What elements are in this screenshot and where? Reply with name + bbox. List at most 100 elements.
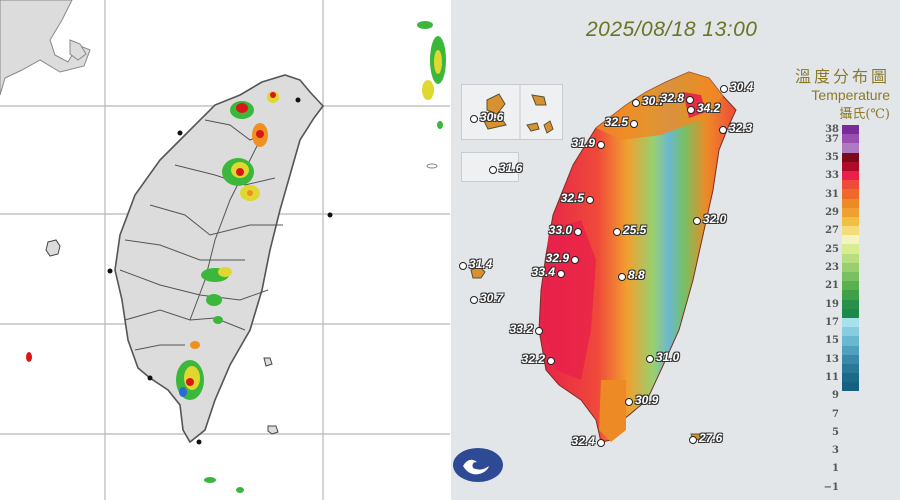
station-dot-icon <box>719 126 727 134</box>
legend-tick: 17 <box>825 317 839 328</box>
station-dot-icon <box>597 141 605 149</box>
legend-swatch <box>842 299 859 309</box>
legend-swatch <box>842 272 859 282</box>
station-dot-icon <box>613 228 621 236</box>
station-dot-icon <box>470 115 478 123</box>
legend-tick: 37 <box>825 134 839 145</box>
legend-tick: 21 <box>825 280 839 291</box>
station-dot-icon <box>547 357 555 365</box>
legend-swatch <box>842 170 859 181</box>
legend-tick: −1 <box>823 482 839 493</box>
station-temperature-label: 33.0 <box>548 223 572 237</box>
legend-swatch <box>842 253 859 263</box>
temperature-color-scale <box>842 125 859 392</box>
legend-swatch <box>842 189 859 199</box>
station-temperature-label: 32.9 <box>545 251 569 265</box>
legend-tick: 11 <box>825 372 839 383</box>
map-timestamp-title: 2025/08/18 13:00 <box>586 18 758 41</box>
legend-swatch <box>842 198 859 208</box>
legend-swatch <box>842 382 859 392</box>
legend-swatch <box>842 180 859 190</box>
legend-title: 溫度分布圖 Temperature 攝氏(℃) <box>795 63 890 122</box>
legend-swatch <box>842 143 859 153</box>
station-dot-icon <box>557 270 565 278</box>
station-dot-icon <box>720 85 728 93</box>
station-temperature-label: 32.4 <box>571 434 595 448</box>
station-dot-icon <box>689 436 697 444</box>
station-temperature-label: 32.5 <box>560 191 584 205</box>
legend-tick: 23 <box>825 262 839 273</box>
legend-tick: 15 <box>825 335 839 346</box>
legend-tick: 9 <box>832 390 839 401</box>
station-temperature-label: 30.4 <box>730 80 754 94</box>
station-dot-icon <box>693 217 701 225</box>
station-dot-icon <box>459 262 467 270</box>
station-dot-icon <box>630 120 638 128</box>
station-temperature-label: 32.0 <box>703 212 727 226</box>
station-temperature-label: 30.7 <box>642 94 666 108</box>
legend-title-zh: 溫度分布圖 <box>794 67 890 86</box>
legend-swatch <box>842 152 859 162</box>
legend-swatch <box>842 345 859 355</box>
station-temperature-label: 32.2 <box>521 352 545 366</box>
station-temperature-label: 27.6 <box>699 431 723 445</box>
legend-unit: 攝氏(℃) <box>839 107 890 122</box>
station-dot-icon <box>618 273 626 281</box>
station-temperature-label: 34.2 <box>697 101 721 115</box>
station-dot-icon <box>687 106 695 114</box>
radar-map-svg <box>0 0 450 500</box>
station-temperature-label: 33.4 <box>531 265 555 279</box>
legend-tick: 25 <box>825 244 839 255</box>
legend-tick: 29 <box>825 207 839 218</box>
station-temperature-label: 33.2 <box>509 322 533 336</box>
legend-tick: 27 <box>825 225 839 236</box>
station-temperature-label: 30.7 <box>480 291 504 305</box>
legend-tick: 35 <box>825 152 839 163</box>
station-temperature-label: 30.9 <box>635 393 659 407</box>
legend-swatch <box>842 161 859 171</box>
station-dot-icon <box>632 99 640 107</box>
legend-tick: 33 <box>825 170 839 181</box>
legend-swatch <box>842 363 859 374</box>
station-temperature-label: 31.6 <box>499 161 523 175</box>
cwa-cloud-logo-icon <box>453 448 503 482</box>
station-temperature-label: 32.8 <box>660 91 684 105</box>
legend-swatch <box>842 244 859 254</box>
station-dot-icon <box>489 166 497 174</box>
legend-swatch <box>842 327 859 337</box>
legend-tick: 3 <box>832 445 839 456</box>
legend-swatch <box>842 317 859 328</box>
station-temperature-label: 25.5 <box>623 223 647 237</box>
legend-swatch <box>842 373 859 383</box>
temperature-map-svg <box>470 71 737 443</box>
radar-echoes <box>26 21 446 493</box>
station-temperature-label: 31.0 <box>656 350 680 364</box>
legend-swatch <box>842 125 859 135</box>
legend-tick: 13 <box>825 354 839 365</box>
legend-swatch <box>842 354 859 364</box>
legend-swatch <box>842 134 859 144</box>
station-temperature-label: 32.5 <box>604 115 628 129</box>
legend-tick: 7 <box>832 409 839 420</box>
legend-swatch <box>842 207 859 217</box>
station-dot-icon <box>597 439 605 447</box>
legend-tick: 38 <box>825 124 839 135</box>
station-temperature-label: 30.6 <box>480 110 504 124</box>
station-temperature-label: 32.3 <box>729 121 753 135</box>
matsu-kinmen-inset <box>461 84 563 140</box>
legend-swatch <box>842 308 859 318</box>
legend-tick: 1 <box>832 463 839 474</box>
station-dot-icon <box>571 256 579 264</box>
station-dot-icon <box>574 228 582 236</box>
station-temperature-label: 31.9 <box>571 136 595 150</box>
station-dot-icon <box>625 398 633 406</box>
station-dot-icon <box>535 327 543 335</box>
temperature-map-panel: 2025/08/18 13:00 溫度分布圖 Temperature 攝氏(℃)… <box>451 0 900 500</box>
legend-swatch <box>842 281 859 291</box>
station-dot-icon <box>470 296 478 304</box>
legend-swatch <box>842 226 859 236</box>
legend-swatch <box>842 216 859 227</box>
station-temperature-label: 8.8 <box>628 268 645 282</box>
legend-swatch <box>842 235 859 245</box>
legend-swatch <box>842 290 859 300</box>
